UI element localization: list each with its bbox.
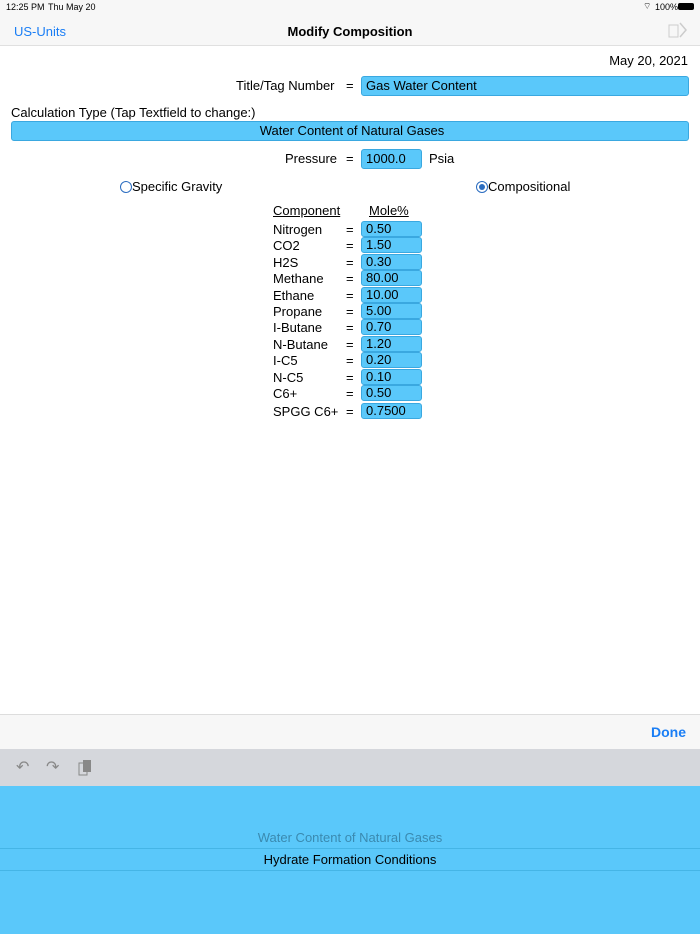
export-icon[interactable] (668, 22, 688, 39)
mole-input[interactable]: 0.20 (361, 352, 422, 369)
mole-input[interactable]: 0.70 (361, 319, 422, 336)
component-row: CO2 = 1.50 (273, 237, 423, 254)
mole-input[interactable]: 5.00 (361, 303, 422, 319)
us-units-button[interactable]: US-Units (14, 24, 67, 39)
undo-icon[interactable]: ↶ (16, 759, 30, 776)
equals: = (346, 336, 354, 352)
equals: = (346, 78, 354, 93)
picker[interactable]: Water Content of Natural Gases Hydrate F… (0, 786, 700, 934)
radio-label: Specific Gravity (132, 179, 223, 194)
done-button[interactable]: Done (651, 724, 686, 740)
picker-option[interactable]: Water Content of Natural Gases (257, 830, 443, 845)
component-row: N-Butane = 1.20 (273, 335, 423, 353)
component-name: I-Butane (273, 320, 323, 336)
component-name: I-C5 (273, 353, 298, 369)
component-name: Ethane (273, 287, 315, 303)
radio-specific-gravity[interactable]: Specific Gravity (120, 179, 222, 194)
page-title: Modify Composition (287, 24, 413, 39)
component-name: Nitrogen (273, 222, 323, 237)
mole-input[interactable]: 0.7500 (361, 403, 422, 420)
component-name: Propane (273, 304, 323, 319)
status-date: Thu May 20 (48, 2, 96, 12)
equals: = (346, 254, 354, 270)
radio-label: Compositional (488, 179, 571, 194)
keyboard-toolbar: ↶ ↷ (0, 749, 700, 786)
date-label: May 20, 2021 (609, 53, 688, 68)
equals: = (346, 287, 354, 303)
mole-input[interactable]: 0.50 (361, 221, 422, 237)
equals: = (346, 304, 354, 319)
equals: = (346, 151, 354, 166)
calc-type-label: Calculation Type (Tap Textfield to chang… (11, 105, 256, 120)
component-row: H2S = 0.30 (273, 253, 423, 271)
mole-input[interactable]: 0.10 (361, 368, 422, 385)
equals: = (346, 271, 354, 287)
radio-unchecked-icon (120, 181, 132, 193)
component-name: SPGG C6+ (273, 404, 339, 420)
equals: = (346, 386, 354, 401)
radio-checked-icon (476, 181, 488, 193)
status-bar: 12:25 PM Thu May 20 ⌔ 100% (0, 0, 700, 14)
component-name: C6+ (273, 386, 298, 401)
component-name: N-Butane (273, 336, 328, 352)
redo-icon[interactable]: ↷ (46, 759, 60, 776)
mole-input[interactable]: 1.50 (361, 237, 422, 254)
pressure-label: Pressure (285, 151, 338, 166)
component-row: I-Butane = 0.70 (273, 319, 423, 336)
mole-input[interactable]: 80.00 (361, 270, 422, 287)
component-name: H2S (273, 254, 299, 270)
component-row: Nitrogen = 0.50 (273, 221, 423, 238)
battery-percent: 100% (655, 2, 679, 12)
input-accessory-bar: Done (0, 714, 700, 749)
calc-type-input[interactable]: Water Content of Natural Gases (11, 121, 689, 141)
component-header: Component (273, 203, 341, 218)
equals: = (346, 404, 354, 420)
component-row: C6+ = 0.50 (273, 385, 423, 402)
equals: = (346, 353, 354, 369)
equals: = (346, 369, 354, 385)
wifi-icon: ⌔ (643, 1, 652, 11)
pressure-unit: Psia (429, 151, 455, 166)
component-name: Methane (273, 271, 324, 287)
radio-compositional[interactable]: Compositional (476, 179, 570, 194)
mole-header: Mole% (369, 203, 409, 218)
mole-input[interactable]: 0.30 (361, 253, 422, 270)
title-tag-label: Title/Tag Number (236, 78, 335, 93)
battery-icon (678, 3, 694, 10)
component-name: N-C5 (273, 369, 304, 385)
pressure-input[interactable]: 1000.0 (361, 149, 422, 169)
status-time: 12:25 PM (6, 2, 45, 12)
equals: = (346, 222, 354, 237)
component-row: Ethane = 10.00 (273, 286, 423, 304)
equals: = (346, 320, 354, 336)
component-row: N-C5 = 0.10 (273, 368, 423, 386)
mole-input[interactable]: 0.50 (361, 385, 422, 401)
mole-input[interactable]: 1.20 (361, 335, 422, 352)
picker-option-selected[interactable]: Hydrate Formation Conditions (0, 848, 700, 871)
nav-bar: US-Units Modify Composition (0, 14, 700, 46)
component-name: CO2 (273, 238, 300, 254)
title-tag-input[interactable]: Gas Water Content (361, 76, 689, 96)
component-row: Propane = 5.00 (273, 303, 423, 320)
component-row: SPGG C6+ = 0.7500 (273, 403, 423, 420)
component-row: I-C5 = 0.20 (273, 352, 423, 369)
component-row: Methane = 80.00 (273, 270, 423, 287)
mole-input[interactable]: 10.00 (361, 286, 422, 303)
equals: = (346, 238, 354, 254)
paste-icon[interactable] (78, 759, 92, 777)
